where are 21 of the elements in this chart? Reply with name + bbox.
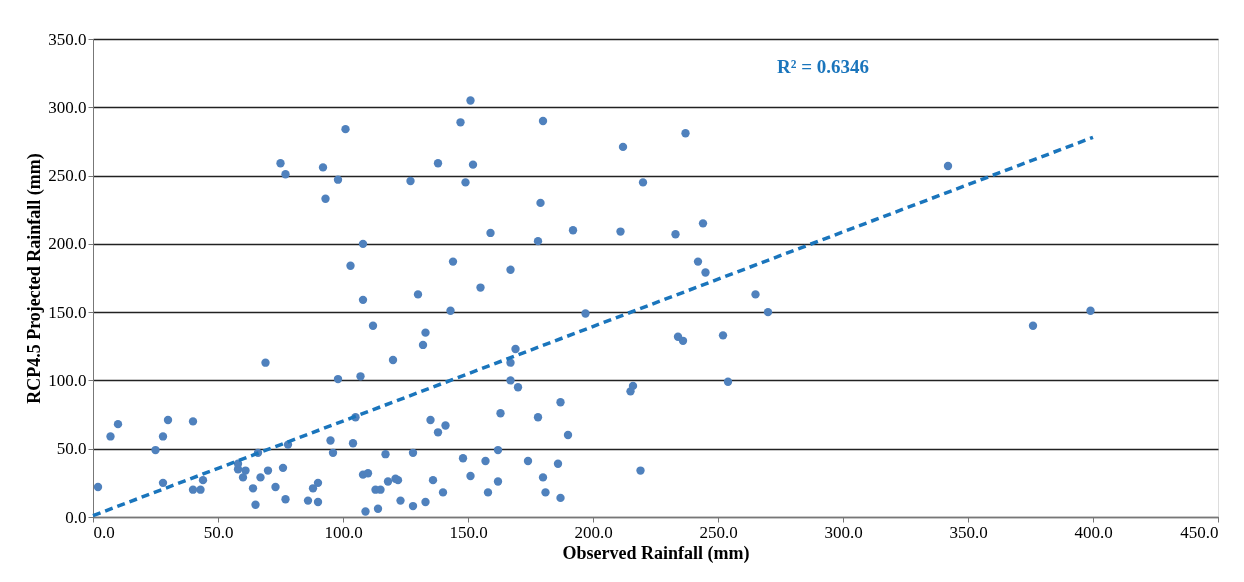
x-tick-label: 400.0 — [1074, 522, 1113, 542]
y-tick-label: 200.0 — [48, 234, 87, 254]
x-tick-label: 100.0 — [324, 522, 363, 542]
y-tick-label: 150.0 — [48, 302, 87, 322]
y-tick-label: 50.0 — [56, 439, 87, 459]
y-tick-label: 250.0 — [48, 166, 87, 186]
x-tick-label: 0.0 — [93, 522, 115, 542]
x-tick-label: 300.0 — [824, 522, 863, 542]
y-tick-label: 100.0 — [48, 370, 87, 390]
y-axis-title: RCP4.5 Projected Rainfall (mm) — [24, 153, 46, 404]
annotation: R² = 0.6346 — [777, 56, 869, 77]
y-tick-label: 0.0 — [65, 507, 87, 527]
x-tick-label: 350.0 — [949, 522, 988, 542]
x-tick-label: 150.0 — [449, 522, 488, 542]
y-tick-label: 300.0 — [48, 97, 87, 117]
x-tick-label: 200.0 — [574, 522, 613, 542]
x-axis-title: Observed Rainfall (mm) — [562, 542, 750, 564]
x-tick-label: 450.0 — [1180, 522, 1219, 542]
x-tick-label: 250.0 — [699, 522, 738, 542]
y-tick-label: 350.0 — [48, 29, 87, 49]
x-tick-label: 50.0 — [203, 522, 234, 542]
